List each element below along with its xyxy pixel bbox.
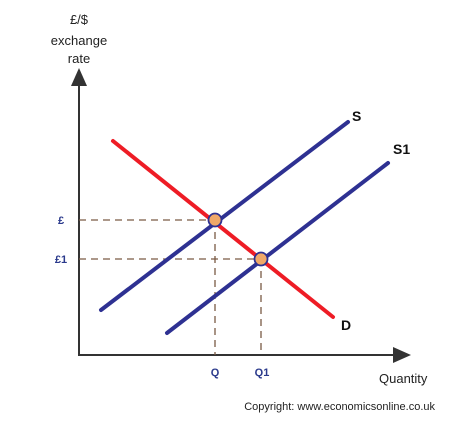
demand-curve-d [111,139,335,319]
curve-label-s1: S1 [393,141,410,157]
equilibrium-point-2 [253,251,269,267]
equilibrium-point-1 [207,212,223,228]
supply-curve-s [99,120,350,312]
copyright-text: Copyright: www.economicsonline.co.uk [244,401,435,413]
quantity-tick-label-q: Q [211,367,220,379]
quantity-tick-label-q1: Q1 [255,367,270,379]
x-axis-title: Quantity [379,371,428,386]
supply-curve-s1 [165,161,390,335]
price-tick-label-p1: £1 [55,254,67,266]
y-axis-title-line-2: exchange [51,33,107,48]
curve-label-s: S [352,108,361,124]
curve-label-d: D [341,317,351,333]
y-axis-title-line-1: £/$ [70,12,89,27]
y-axis-title-line-3: rate [68,51,90,66]
price-tick-label-p: £ [58,215,64,227]
